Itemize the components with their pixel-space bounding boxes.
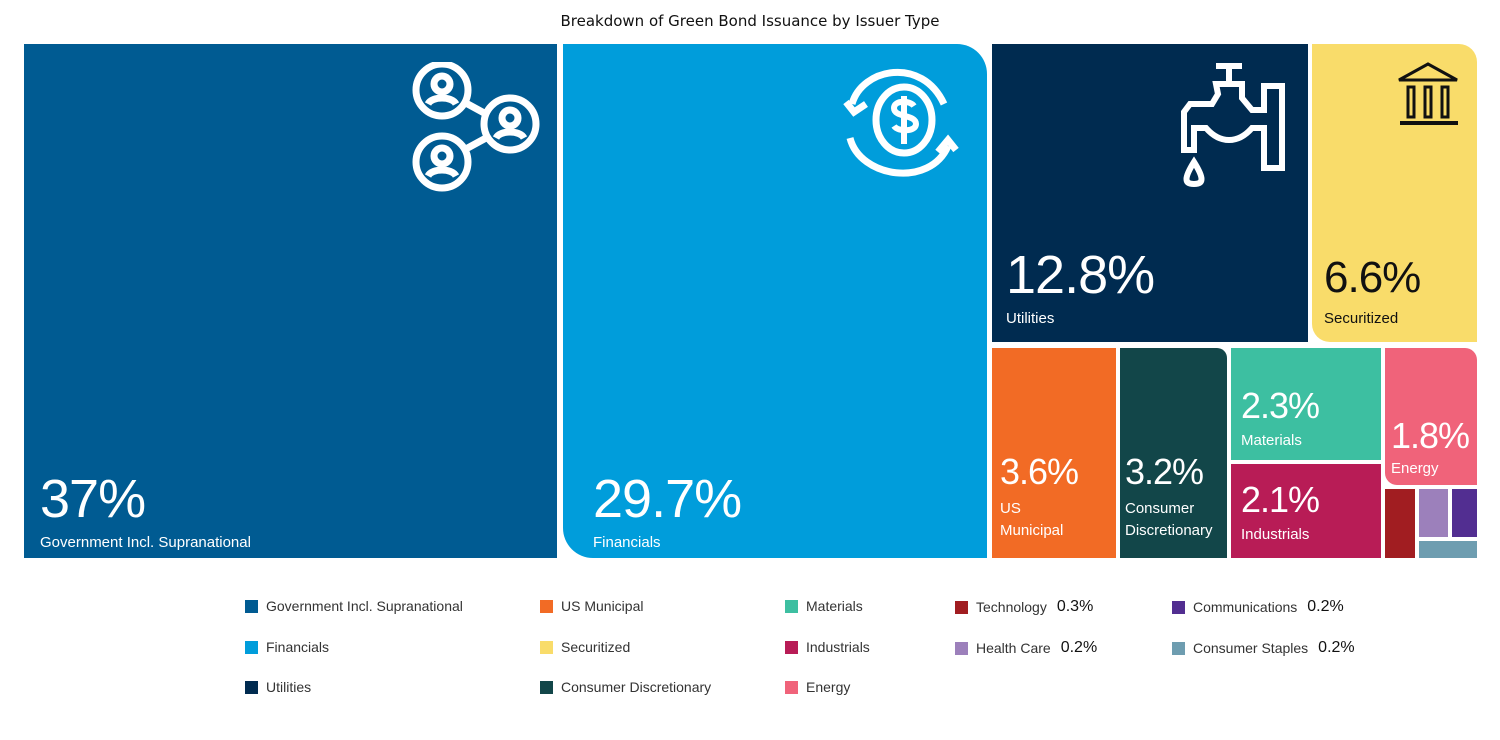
- tile-label: Materials: [1241, 430, 1302, 452]
- tile-label-line: Materials: [1241, 432, 1302, 449]
- tile-label: Industrials: [1241, 524, 1309, 546]
- tile-materials: 2.3% Materials: [1231, 348, 1381, 460]
- legend-value: 0.2%: [1307, 598, 1344, 615]
- legend-label: Consumer Discretionary: [561, 679, 712, 695]
- legend-item: Industrials: [785, 639, 870, 655]
- tile-value: 2.1%: [1241, 479, 1320, 520]
- tile-label: Consumer Discretionary: [1125, 498, 1213, 542]
- people-network-icon: [410, 60, 540, 196]
- legend-item: Government Incl. Supranational: [245, 598, 463, 614]
- legend-value: 0.3%: [1056, 598, 1094, 615]
- legend-swatch: [1172, 641, 1185, 655]
- legend-item: Consumer Staples 0.2%: [1172, 639, 1355, 657]
- tile-label-line: Consumer: [1125, 500, 1195, 517]
- tile-label-line: Energy: [1391, 460, 1439, 477]
- tile-value: 12.8%: [1006, 245, 1155, 305]
- legend-item: Communications 0.2%: [1172, 598, 1344, 616]
- tile-label-line: Financials: [593, 534, 661, 551]
- tile-energy: 1.8% Energy: [1385, 348, 1477, 485]
- legend-label: Health Care: [976, 640, 1051, 656]
- legend-item: US Municipal: [540, 598, 643, 614]
- tile-government-incl-supranational: 37% Government Incl. Supranational: [24, 44, 557, 558]
- tile-value: 37%: [40, 469, 146, 529]
- tile-value: 29.7%: [593, 469, 742, 529]
- legend-label: Technology: [976, 599, 1047, 615]
- legend-label: Materials: [806, 598, 863, 614]
- legend-item: Utilities: [245, 679, 311, 695]
- legend-swatch: [955, 641, 968, 655]
- legend-label: Financials: [266, 639, 330, 655]
- tile-label: US Municipal: [1000, 498, 1063, 542]
- tile-consumer-staples: [1419, 541, 1477, 558]
- tile-utilities: 12.8% Utilities: [992, 44, 1308, 342]
- tile-value: 3.2%: [1125, 451, 1204, 492]
- legend-swatch: [245, 680, 258, 694]
- dollar-cycle-icon: [842, 62, 967, 184]
- tile-consumer-discretionary: 3.2% Consumer Discretionary: [1120, 348, 1227, 558]
- tile-health-care: [1419, 489, 1448, 537]
- legend-item: Materials: [785, 598, 863, 614]
- legend-swatch: [1172, 600, 1185, 614]
- legend-swatch: [245, 640, 258, 654]
- legend-label: Energy: [806, 679, 851, 695]
- legend-item: Health Care 0.2%: [955, 639, 1097, 657]
- tile-label-line: Government Incl. Supranational: [40, 534, 251, 551]
- legend-label: Utilities: [266, 679, 312, 695]
- legend-swatch: [540, 680, 553, 694]
- legend-value: 0.2%: [1318, 639, 1355, 656]
- tile-label-line: Securitized: [1324, 310, 1399, 327]
- bank-icon: [1396, 62, 1460, 130]
- legend-swatch: [540, 640, 553, 654]
- tile-us-municipal: 3.6% US Municipal: [992, 348, 1116, 558]
- legend-swatch: [245, 599, 258, 613]
- legend-item: Securitized: [540, 639, 630, 655]
- legend-item: Consumer Discretionary: [540, 679, 711, 695]
- tile-label: Utilities: [1006, 308, 1054, 330]
- tile-value: 2.3%: [1241, 385, 1320, 426]
- legend-label: US Municipal: [561, 598, 644, 614]
- tile-value: 1.8%: [1391, 415, 1470, 456]
- legend-label: Securitized: [561, 639, 631, 655]
- legend-item: Technology 0.3%: [955, 598, 1093, 616]
- legend-swatch: [955, 600, 968, 614]
- legend-item: Financials: [245, 639, 329, 655]
- water-tap-icon: [1180, 62, 1295, 191]
- legend-swatch: [785, 640, 798, 654]
- legend-label: Government Incl. Supranational: [266, 598, 463, 614]
- tile-label-line: Discretionary: [1125, 522, 1213, 539]
- legend-swatch: [540, 599, 553, 613]
- tile-industrials: 2.1% Industrials: [1231, 464, 1381, 558]
- tile-label-line: Municipal: [1000, 522, 1064, 539]
- legend-label: Communications: [1193, 599, 1298, 615]
- tile-communications: [1452, 489, 1477, 537]
- tile-label-line: US: [1000, 500, 1021, 517]
- tile-label-line: Industrials: [1241, 526, 1310, 543]
- legend-swatch: [785, 680, 798, 694]
- tile-value: 3.6%: [1000, 451, 1079, 492]
- tile-label: Financials: [593, 532, 661, 554]
- chart-title: Breakdown of Green Bond Issuance by Issu…: [560, 12, 940, 30]
- tile-label: Energy: [1391, 458, 1439, 480]
- legend-swatch: [785, 599, 798, 613]
- legend-label: Industrials: [806, 639, 870, 655]
- tile-value: 6.6%: [1324, 253, 1421, 302]
- tile-label-line: Utilities: [1006, 310, 1055, 327]
- tile-technology: [1385, 489, 1415, 558]
- legend-label: Consumer Staples: [1193, 640, 1309, 656]
- legend-item: Energy: [785, 679, 850, 695]
- legend-value: 0.2%: [1060, 639, 1098, 656]
- tile-label: Government Incl. Supranational: [40, 532, 251, 554]
- tile-label: Securitized: [1324, 308, 1398, 330]
